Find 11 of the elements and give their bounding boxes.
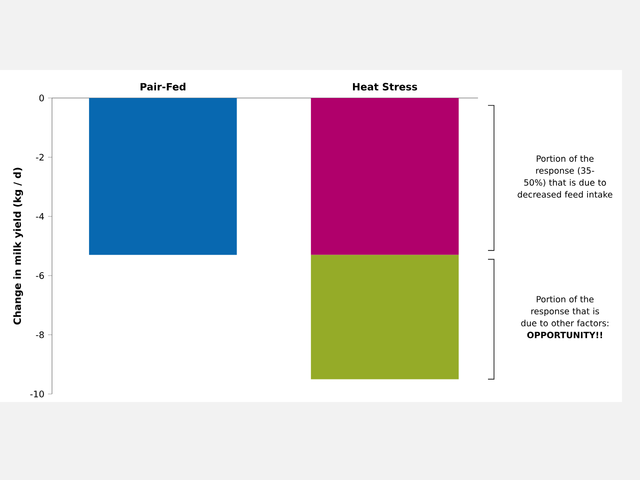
x-tick-label: Heat Stress — [352, 82, 418, 90]
text: Portion of the response (35-50%) that is due to decreased feed intake — [518, 155, 612, 198]
text: Portion of the response that is due to other factors: OPPORTUNITY!! — [521, 296, 608, 338]
y-tick-label: -8 — [36, 331, 44, 338]
y-axis-title: Change in milk yield (kg / d) — [13, 168, 23, 325]
y-tick-label: -2 — [36, 154, 44, 161]
x-tick-label: Pair-Fed — [140, 82, 186, 90]
y-tick-label: -10 — [30, 390, 44, 398]
y-tick-label: -6 — [36, 272, 44, 279]
y-tick-label: -4 — [36, 213, 44, 220]
y-tick-label: 0 — [39, 94, 44, 102]
